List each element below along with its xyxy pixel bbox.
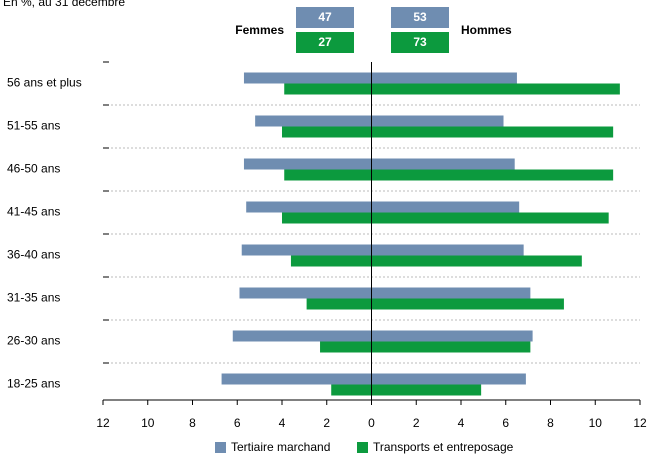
legend-swatch xyxy=(357,442,368,453)
total-label: 53 xyxy=(413,10,427,24)
bar xyxy=(320,341,372,353)
bar xyxy=(371,126,614,138)
x-tick-label: 8 xyxy=(189,416,196,430)
x-tick-label: 8 xyxy=(547,416,554,430)
bar xyxy=(241,244,372,256)
bar xyxy=(331,384,372,396)
x-tick-label: 10 xyxy=(589,416,603,430)
bar xyxy=(371,330,533,342)
total-box xyxy=(391,32,449,53)
x-tick-label: 0 xyxy=(368,416,375,430)
bar xyxy=(371,72,517,84)
bar xyxy=(371,287,531,299)
bar xyxy=(371,201,520,213)
bar xyxy=(239,287,372,299)
bar xyxy=(371,83,620,95)
x-tick-label: 12 xyxy=(96,416,110,430)
x-tick-label: 4 xyxy=(458,416,465,430)
bar xyxy=(371,244,524,256)
bar xyxy=(243,158,372,170)
bar xyxy=(282,126,372,138)
x-tick-label: 6 xyxy=(502,416,509,430)
y-tick-label: 46-50 ans xyxy=(7,162,60,176)
bar xyxy=(284,169,372,181)
y-tick-label: 51-55 ans xyxy=(7,119,60,133)
x-tick-label: 4 xyxy=(279,416,286,430)
bar xyxy=(284,83,372,95)
bar xyxy=(371,158,515,170)
bar xyxy=(282,212,372,224)
x-tick-label: 6 xyxy=(234,416,241,430)
y-tick-label: 36-40 ans xyxy=(7,248,60,262)
total-box xyxy=(296,7,354,28)
y-tick-label: 18-25 ans xyxy=(7,377,60,391)
bar xyxy=(221,373,372,385)
chart-subtitle: En %, au 31 décembre xyxy=(3,0,125,9)
left-label: Femmes xyxy=(235,23,284,37)
total-label: 73 xyxy=(413,35,427,49)
bar xyxy=(371,115,504,127)
bar xyxy=(371,384,482,396)
x-tick-label: 12 xyxy=(633,416,647,430)
legend-label: Tertiaire marchand xyxy=(231,440,330,454)
bar xyxy=(371,298,564,310)
bar xyxy=(255,115,372,127)
bar xyxy=(371,169,614,181)
total-box xyxy=(296,32,354,53)
bar xyxy=(371,341,531,353)
y-tick-label: 41-45 ans xyxy=(7,205,60,219)
total-box xyxy=(391,7,449,28)
bar xyxy=(243,72,372,84)
total-label: 47 xyxy=(318,10,332,24)
bar xyxy=(232,330,372,342)
total-label: 27 xyxy=(318,35,332,49)
bar xyxy=(290,255,372,267)
right-label: Hommes xyxy=(461,23,512,37)
y-tick-label: 26-30 ans xyxy=(7,334,60,348)
legend-swatch xyxy=(215,442,226,453)
y-tick-label: 56 ans et plus xyxy=(7,76,82,90)
bar xyxy=(371,255,582,267)
bar xyxy=(306,298,372,310)
x-tick-label: 10 xyxy=(141,416,155,430)
bar xyxy=(371,373,526,385)
legend-label: Transports et entreposage xyxy=(373,440,514,454)
x-tick-label: 2 xyxy=(413,416,420,430)
y-tick-label: 31-35 ans xyxy=(7,291,60,305)
x-tick-label: 2 xyxy=(323,416,330,430)
bar xyxy=(371,212,609,224)
bar xyxy=(246,201,372,213)
